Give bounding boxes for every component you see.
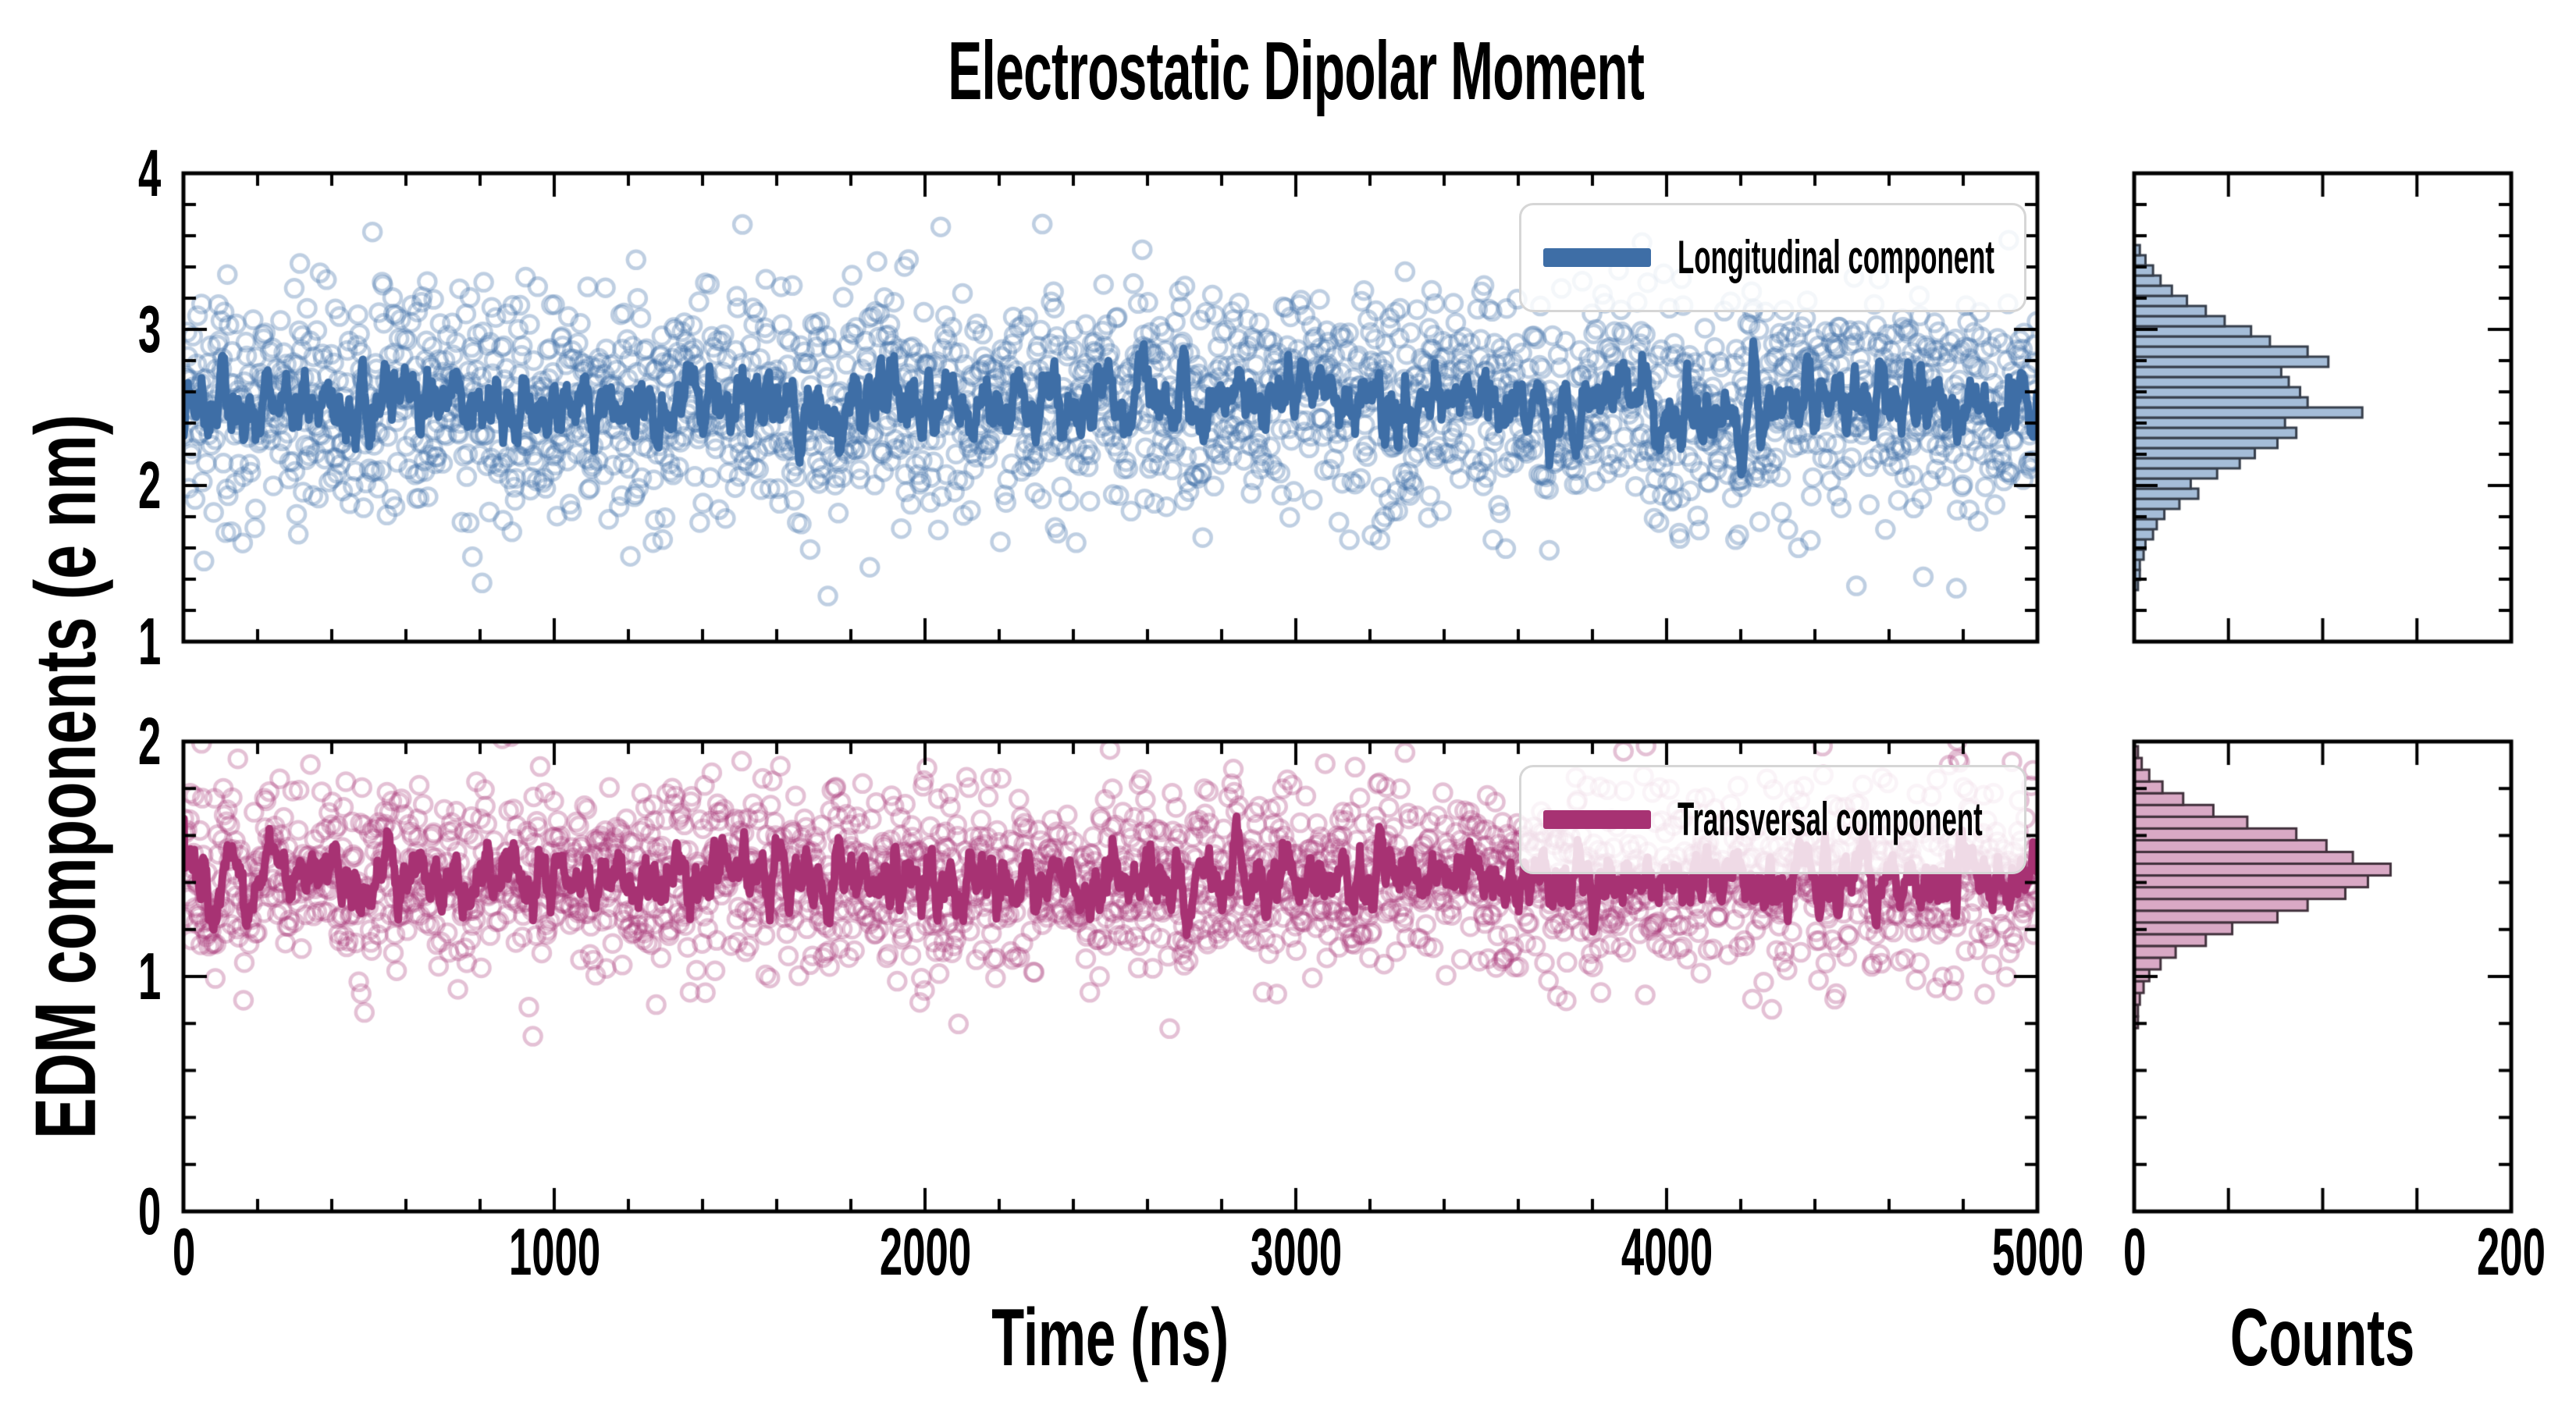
counts-tick-label: 200 — [2476, 1215, 2546, 1289]
legend-swatch-transversal-line — [1543, 810, 1651, 829]
x-axis-label: Time (ns) — [991, 1293, 1229, 1383]
y-tick-label: 3 — [137, 292, 162, 367]
y-axis-label: EDM components (e nm) — [17, 414, 114, 1140]
y-tick-label: 4 — [137, 136, 162, 211]
y-tick-label: 2 — [137, 448, 162, 523]
legend-transversal: Transversal component — [1519, 765, 2026, 874]
legend-label-longitudinal: Longitudinal component — [1678, 231, 1994, 283]
legend-label-transversal: Transversal component — [1678, 793, 1983, 845]
x-tick-label: 4000 — [1621, 1215, 1713, 1289]
counts-axis-label: Counts — [2229, 1293, 2415, 1383]
x-tick-label: 2000 — [879, 1215, 971, 1289]
y-tick-label: 2 — [137, 704, 162, 779]
y-tick-label: 1 — [137, 939, 162, 1014]
y-tick-label: 1 — [137, 604, 162, 679]
x-tick-label: 5000 — [1991, 1215, 2083, 1289]
counts-tick-label: 0 — [2122, 1215, 2146, 1289]
legend-longitudinal: Longitudinal component — [1519, 203, 2026, 312]
x-tick-label: 0 — [172, 1215, 195, 1289]
x-tick-label: 1000 — [508, 1215, 600, 1289]
chart-title: Electrostatic Dipolar Moment — [947, 25, 1645, 117]
x-tick-label: 3000 — [1250, 1215, 1342, 1289]
y-tick-label: 0 — [137, 1174, 162, 1249]
legend-swatch-longitudinal-line — [1543, 248, 1651, 267]
